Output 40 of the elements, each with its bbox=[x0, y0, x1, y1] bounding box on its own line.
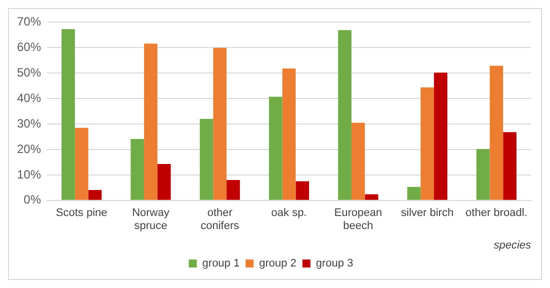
y-tick-label: 40% bbox=[16, 90, 42, 105]
bar bbox=[130, 139, 144, 200]
y-tick-label: 10% bbox=[16, 167, 42, 182]
y-tick-label: 60% bbox=[16, 40, 42, 54]
y-tick-label: 70% bbox=[16, 14, 42, 29]
bar bbox=[420, 87, 434, 200]
x-tick-label: oak sp. bbox=[271, 207, 307, 220]
x-tick-label: Norway spruce bbox=[132, 207, 170, 232]
bar bbox=[434, 72, 448, 200]
bar bbox=[268, 96, 282, 200]
bar bbox=[364, 194, 378, 200]
bar bbox=[503, 132, 516, 200]
y-tick-label: 30% bbox=[16, 116, 42, 130]
x-tick-label: silver birch bbox=[401, 207, 454, 220]
legend-label: group 1 bbox=[202, 258, 240, 270]
bar bbox=[296, 181, 310, 200]
y-tick-label: 20% bbox=[16, 142, 42, 156]
bar bbox=[213, 48, 227, 200]
x-tick-label: European beech bbox=[334, 207, 382, 232]
bar bbox=[338, 30, 352, 200]
y-tick-label: 0% bbox=[24, 192, 42, 207]
bar bbox=[62, 29, 75, 200]
bar bbox=[157, 164, 171, 200]
bar bbox=[200, 118, 214, 200]
bar bbox=[476, 148, 490, 200]
bar bbox=[88, 190, 102, 200]
x-tick-label: Scots pine bbox=[56, 207, 108, 220]
bar bbox=[407, 186, 421, 200]
bar bbox=[226, 180, 240, 200]
x-tick-label: other broadl. bbox=[466, 207, 528, 220]
bar bbox=[351, 122, 365, 200]
bar bbox=[74, 128, 88, 200]
bar bbox=[490, 66, 504, 200]
legend-label: group 2 bbox=[259, 258, 296, 270]
x-axis-title: species bbox=[494, 239, 532, 252]
y-tick-label: 50% bbox=[16, 65, 42, 80]
bar bbox=[282, 68, 296, 200]
legend-label: group 3 bbox=[316, 258, 354, 270]
x-tick-label: other conifers bbox=[200, 207, 240, 232]
bar bbox=[144, 44, 158, 200]
